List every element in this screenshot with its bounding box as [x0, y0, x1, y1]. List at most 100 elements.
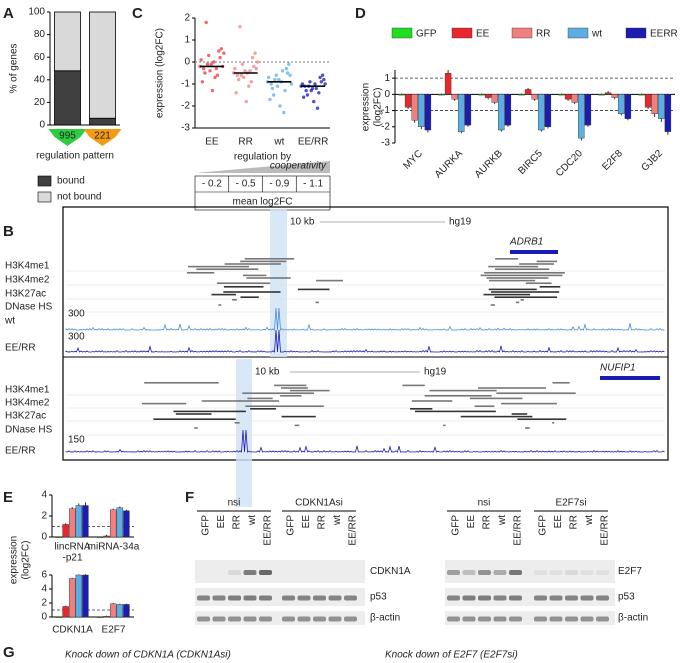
peak-region: [511, 413, 528, 415]
data-point: [273, 77, 277, 82]
legend-label: not bound: [57, 192, 102, 203]
data-point: [210, 88, 215, 93]
peak-region: [491, 291, 560, 293]
y-axis-label: expression (log2FC): [155, 28, 166, 118]
x-tick-label: CDC20: [554, 148, 585, 179]
bar: [491, 94, 498, 103]
bar: [82, 574, 89, 618]
blot-band: [549, 616, 563, 622]
bar: [116, 604, 124, 618]
bar: [96, 616, 104, 619]
peak-region: [486, 277, 549, 279]
blot-band: [534, 595, 547, 601]
lane-label: wt: [584, 515, 595, 526]
data-point: [319, 80, 324, 84]
peak-region: [478, 387, 546, 389]
x-tick-label: AURKA: [433, 148, 465, 180]
peak-region: [186, 272, 215, 274]
bar: [103, 616, 110, 618]
bar: [611, 94, 618, 98]
scale-label: 10 kb: [290, 217, 315, 228]
bar: [571, 94, 578, 103]
track-label: H3K4me2: [5, 275, 50, 286]
bar: [578, 94, 585, 139]
blot-band: [580, 595, 594, 601]
bar: [451, 94, 458, 100]
scale-label: 10 kb: [255, 367, 280, 378]
legend-label: EE: [476, 29, 490, 40]
blot-band: [509, 616, 522, 622]
peak-region: [240, 296, 259, 298]
x-axis-label: regulation pattern: [36, 151, 114, 162]
lane-label: EE/RR: [600, 515, 611, 546]
blot-band: [478, 616, 491, 622]
peak-region: [525, 427, 530, 429]
peak-region: [494, 268, 550, 270]
legend-swatch: [625, 27, 647, 39]
y-tick-label: -2: [181, 101, 190, 112]
peak-region: [488, 265, 539, 268]
assembly-label: hg19: [424, 367, 447, 378]
track-label: H3K4me1: [5, 385, 50, 396]
peak-region: [480, 274, 563, 277]
blot-band: [478, 570, 491, 575]
bar: [398, 94, 405, 96]
y-axis-label: expression: [9, 536, 20, 584]
data-point: [312, 99, 316, 104]
peak-region: [224, 263, 281, 265]
panel-label: D: [355, 5, 366, 22]
x-tick-label: E2F7: [102, 625, 126, 636]
track-label: H3K4me2: [5, 398, 50, 409]
blot-band: [462, 616, 476, 622]
gene-name: NUFIP1: [600, 363, 636, 374]
track-label: DNase HS: [5, 425, 53, 436]
x-tick-label: wt: [273, 137, 284, 148]
blot-strip: [195, 560, 365, 583]
blot-band: [462, 570, 476, 575]
data-point: [269, 82, 273, 86]
gene-name: ADRB1: [509, 237, 543, 248]
blot-band: [259, 570, 272, 575]
blot-band: [328, 616, 342, 622]
blot-row-label: β-actin: [370, 613, 400, 624]
x-tick-label: miRNA-34a: [88, 542, 140, 553]
data-point: [314, 86, 318, 91]
blot-row-label: p53: [618, 592, 635, 603]
data-point: [300, 82, 305, 86]
blot-strip: [445, 560, 615, 583]
blot-band: [228, 570, 241, 575]
x-axis-label: regulation by: [234, 152, 291, 163]
x-tick-label: RR: [238, 137, 252, 148]
legend-label: wt: [591, 29, 602, 40]
lane-label: RR: [482, 515, 493, 529]
data-point: [248, 69, 252, 73]
y-tick-label: 4: [41, 584, 47, 595]
y-tick-label: 0: [384, 89, 390, 100]
data-point: [238, 25, 242, 29]
bar: [96, 536, 104, 539]
data-point: [254, 66, 259, 71]
blot-band: [297, 616, 311, 622]
category-arrow: [48, 129, 87, 146]
blot-band: [282, 616, 295, 622]
y-tick-label: -3: [181, 123, 190, 134]
bar: [604, 92, 612, 95]
peak-region: [211, 293, 236, 296]
blot-band: [565, 595, 578, 601]
data-point: [217, 49, 221, 53]
data-point: [270, 86, 275, 91]
peak-region: [539, 286, 561, 288]
bar: [109, 509, 117, 538]
bar: [644, 94, 652, 108]
peak-region: [216, 282, 271, 284]
data-point: [207, 53, 211, 58]
peak-region: [316, 279, 344, 282]
blot-band: [534, 616, 547, 622]
mean-label: - 1.1: [303, 179, 323, 190]
bar: [618, 94, 625, 115]
peak-region: [414, 410, 496, 413]
track-label: DNase HS: [5, 302, 53, 313]
blot-band: [197, 616, 210, 622]
lane-label: RR: [232, 515, 243, 529]
y-axis-label: % of genes: [9, 43, 20, 93]
